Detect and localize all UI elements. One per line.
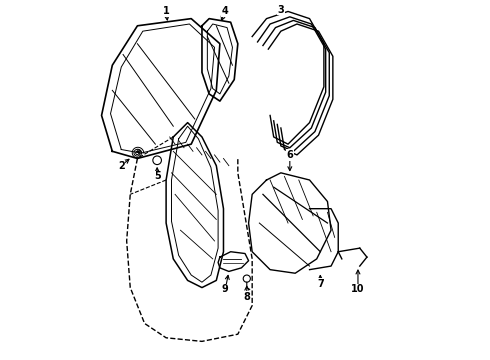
Text: 8: 8 bbox=[244, 292, 250, 302]
Text: 5: 5 bbox=[154, 171, 161, 181]
Text: 3: 3 bbox=[277, 5, 284, 15]
Text: 1: 1 bbox=[163, 6, 170, 17]
Text: 7: 7 bbox=[317, 279, 324, 289]
Text: 4: 4 bbox=[222, 6, 229, 17]
Text: 10: 10 bbox=[351, 284, 365, 294]
Text: 2: 2 bbox=[118, 161, 124, 171]
Text: 6: 6 bbox=[287, 150, 293, 160]
Text: 9: 9 bbox=[222, 284, 229, 294]
